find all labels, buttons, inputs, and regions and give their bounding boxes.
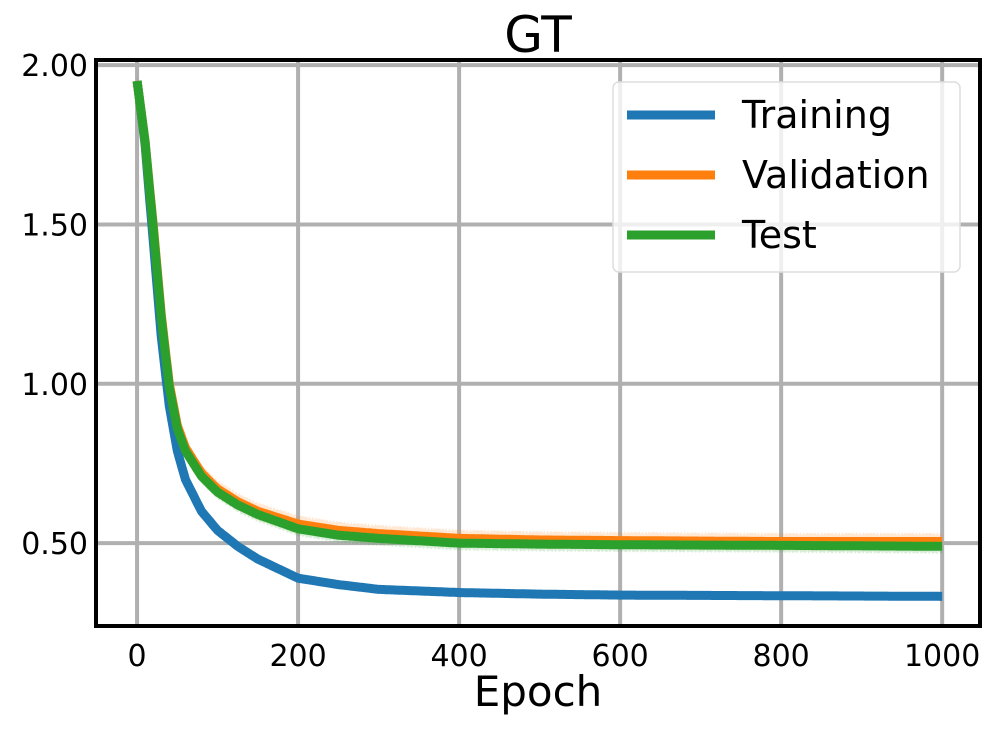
- x-tick-label: 800: [753, 639, 810, 674]
- y-tick-label: 0.50: [21, 527, 88, 562]
- x-axis-label: Epoch: [474, 667, 603, 716]
- y-tick-label: 2.00: [21, 49, 88, 84]
- legend-box: [612, 81, 961, 273]
- y-tick-label: 1.50: [21, 208, 88, 243]
- y-tick-label: 1.00: [21, 368, 88, 403]
- chart-title: GT: [504, 6, 572, 64]
- x-tick-label: 200: [269, 639, 326, 674]
- line-training: [132, 80, 946, 601]
- legend-label-test: Test: [741, 213, 817, 257]
- x-tick-label: 0: [128, 639, 147, 674]
- legend-label-training: Training: [741, 93, 892, 137]
- series-lines: [132, 80, 946, 601]
- legend: Training Validation Test: [612, 81, 961, 273]
- legend-label-validation: Validation: [742, 153, 930, 197]
- plot-frame: [94, 58, 982, 628]
- x-tick-label: 1000: [904, 639, 980, 674]
- tick-labels: 0 200 400 600 800 1000 0.50 1.00 1.50 2.00: [21, 49, 980, 674]
- x-tick-label: 400: [430, 639, 487, 674]
- line-test: [132, 80, 946, 551]
- x-tick-label: 600: [591, 639, 648, 674]
